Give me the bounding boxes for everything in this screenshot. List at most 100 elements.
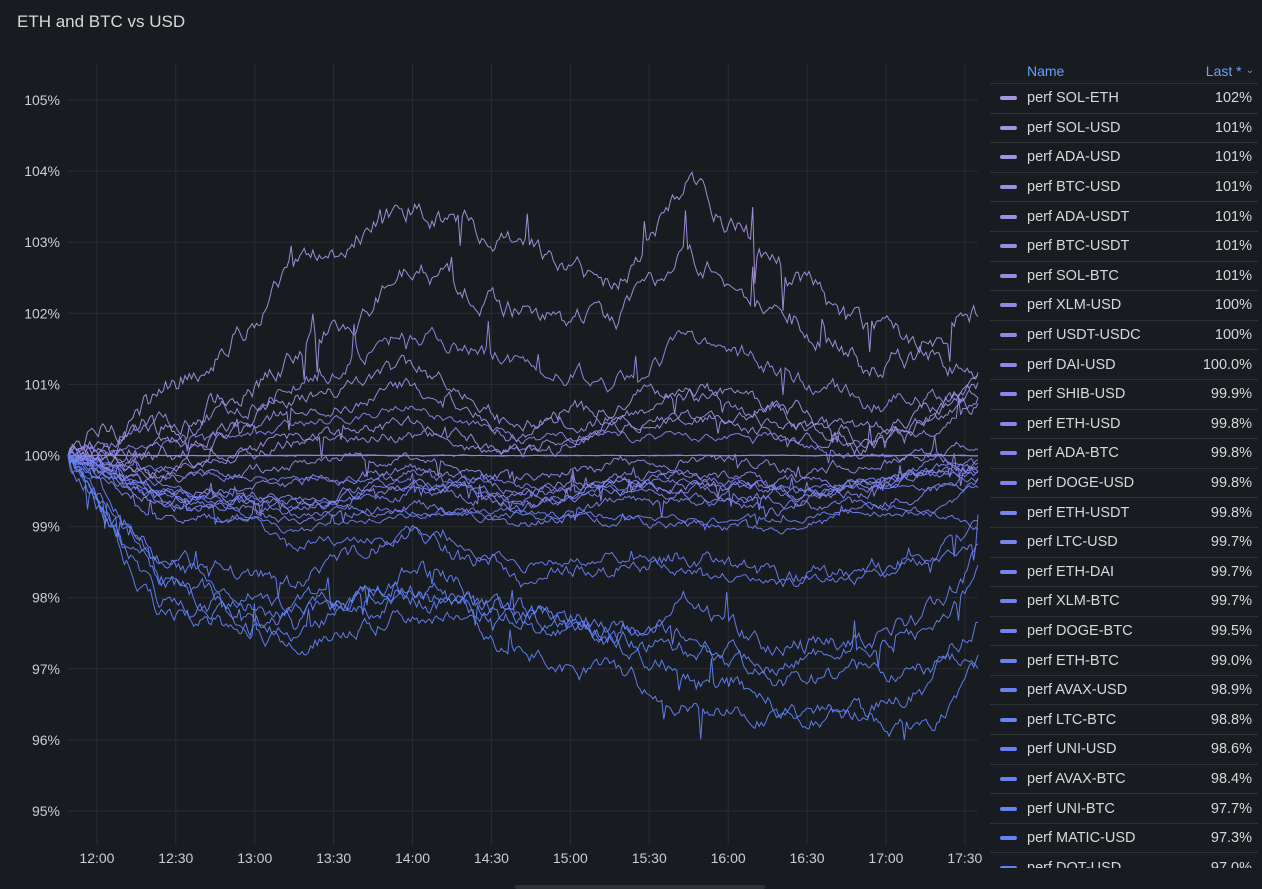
legend-series-name: perf SOL-ETH <box>1027 90 1119 107</box>
legend-row[interactable]: perf USDT-USDC 100% <box>990 321 1258 351</box>
legend-row[interactable]: perf SOL-ETH 102% <box>990 84 1258 114</box>
series-line[interactable] <box>67 452 979 511</box>
legend-series-name: perf ETH-BTC <box>1027 652 1119 669</box>
legend-row[interactable]: perf ADA-USD 101% <box>990 143 1258 173</box>
series-color-swatch <box>1000 865 1017 868</box>
legend-row[interactable]: perf DOT-USD 97.0% <box>990 853 1258 868</box>
legend-row[interactable]: perf ETH-DAI 99.7% <box>990 558 1258 588</box>
legend-series-last-value: 101% <box>1214 149 1252 166</box>
legend-table: Name Last * ⌄ perf SOL-ETH 102% perf SOL-U… <box>990 58 1258 868</box>
series-line[interactable] <box>67 455 979 657</box>
legend-series: perf XLM-BTC <box>1000 593 1120 609</box>
x-tick-label: 13:00 <box>237 850 272 866</box>
legend-series-name: perf ETH-USD <box>1027 415 1121 432</box>
legend-series-name: perf DOT-USD <box>1027 859 1122 868</box>
legend-series-name: perf SOL-BTC <box>1027 267 1119 284</box>
x-tick-label: 15:30 <box>632 850 667 866</box>
legend-row[interactable]: perf ADA-USDT 101% <box>990 202 1258 232</box>
series-line[interactable] <box>67 455 979 588</box>
legend-series-last-value: 101% <box>1214 119 1252 136</box>
series-line[interactable] <box>67 454 979 506</box>
legend-row[interactable]: perf UNI-USD 98.6% <box>990 735 1258 765</box>
horizontal-scrollbar[interactable] <box>515 885 765 889</box>
legend-series: perf ETH-USD <box>1000 416 1120 432</box>
line-chart[interactable]: 95% 96% 97% 98% 99% 100% 101% 102% 103% 104% 105% 1… <box>0 0 985 889</box>
series-line[interactable] <box>67 320 979 462</box>
legend-series: perf ADA-USDT <box>1000 209 1129 225</box>
legend-row[interactable]: perf AVAX-BTC 98.4% <box>990 765 1258 795</box>
legend-series: perf BTC-USDT <box>1000 238 1129 254</box>
legend-series: perf BTC-USD <box>1000 179 1120 195</box>
series-color-swatch <box>1000 303 1017 308</box>
legend-series: perf LTC-BTC <box>1000 712 1116 728</box>
legend-series-name: perf ETH-DAI <box>1027 563 1115 580</box>
legend-row[interactable]: perf AVAX-USD 98.9% <box>990 676 1258 706</box>
series-color-swatch <box>1000 421 1017 426</box>
legend-row[interactable]: perf XLM-BTC 99.7% <box>990 587 1258 617</box>
series-color-swatch <box>1000 333 1017 338</box>
series-color-swatch <box>1000 569 1017 574</box>
legend-series: perf XLM-USD <box>1000 297 1121 313</box>
legend-row[interactable]: perf MATIC-USD 97.3% <box>990 824 1258 854</box>
x-tick-label: 16:00 <box>711 850 746 866</box>
series-line[interactable] <box>67 452 979 511</box>
series-line[interactable] <box>67 435 979 484</box>
legend-series: perf AVAX-USD <box>1000 682 1127 698</box>
legend-row[interactable]: perf ETH-USDT 99.8% <box>990 498 1258 528</box>
legend-series-name: perf ETH-USDT <box>1027 504 1130 521</box>
legend-row[interactable]: perf DOGE-USD 99.8% <box>990 469 1258 499</box>
series-line[interactable] <box>67 375 979 480</box>
legend-row[interactable]: perf SOL-USD 101% <box>990 114 1258 144</box>
legend-series: perf SOL-ETH <box>1000 90 1119 106</box>
legend-series: perf AVAX-BTC <box>1000 771 1126 787</box>
series-color-swatch <box>1000 392 1017 397</box>
legend-row[interactable]: perf UNI-BTC 97.7% <box>990 794 1258 824</box>
series-color-swatch <box>1000 185 1017 190</box>
series-line[interactable] <box>67 455 979 740</box>
legend-row[interactable]: perf ETH-USD 99.8% <box>990 410 1258 440</box>
series-line[interactable] <box>67 455 979 677</box>
legend-sort-header[interactable]: Last * ⌄ <box>1206 63 1254 79</box>
legend-series: perf SHIB-USD <box>1000 386 1125 402</box>
legend-series-last-value: 99.7% <box>1210 534 1252 551</box>
legend-series-name: perf ADA-USDT <box>1027 208 1130 225</box>
x-tick-label: 13:30 <box>316 850 351 866</box>
legend-series-last-value: 99.7% <box>1210 563 1252 580</box>
series-line[interactable] <box>67 453 979 517</box>
legend-row[interactable]: perf LTC-BTC 98.8% <box>990 705 1258 736</box>
series-line[interactable] <box>67 405 979 472</box>
legend-series-last-value: 101% <box>1214 267 1252 284</box>
series-line[interactable] <box>67 210 979 467</box>
series-line[interactable] <box>67 397 979 480</box>
legend-row[interactable]: perf LTC-USD 99.7% <box>990 528 1258 558</box>
series-line[interactable] <box>67 171 979 456</box>
series-line[interactable] <box>67 454 979 457</box>
series-line[interactable] <box>67 455 979 599</box>
legend-series-last-value: 99.8% <box>1210 475 1252 492</box>
series-line[interactable] <box>67 455 979 513</box>
legend-row[interactable]: perf SHIB-USD 99.9% <box>990 380 1258 410</box>
legend-series: perf MATIC-USD <box>1000 830 1136 846</box>
legend-row[interactable]: perf ETH-BTC 99.0% <box>990 646 1258 676</box>
legend-row[interactable]: perf XLM-USD 100% <box>990 291 1258 321</box>
series-line[interactable] <box>67 455 979 535</box>
legend-row[interactable]: perf BTC-USD 101% <box>990 173 1258 203</box>
series-line[interactable] <box>67 454 979 740</box>
legend-row[interactable]: perf DAI-USD 100.0% <box>990 350 1258 380</box>
series-line[interactable] <box>67 454 979 528</box>
legend-series-last-value: 99.8% <box>1210 445 1252 462</box>
legend-row[interactable]: perf SOL-BTC 101% <box>990 262 1258 292</box>
series-color-swatch <box>1000 806 1017 811</box>
legend-row[interactable]: perf DOGE-BTC 99.5% <box>990 617 1258 647</box>
legend-series-last-value: 99.8% <box>1210 415 1252 432</box>
series-line[interactable] <box>67 354 979 462</box>
legend-name-header[interactable]: Name <box>1027 62 1065 79</box>
chart-axes: 95% 96% 97% 98% 99% 100% 101% 102% 103% 104% 105% 1… <box>24 92 982 866</box>
series-line[interactable] <box>67 454 979 534</box>
legend-series: perf SOL-BTC <box>1000 268 1119 284</box>
legend-series-last-value: 99.0% <box>1210 652 1252 669</box>
legend-series: perf ETH-USDT <box>1000 505 1129 521</box>
legend-series-name: perf DAI-USD <box>1027 356 1116 373</box>
legend-row[interactable]: perf ADA-BTC 99.8% <box>990 439 1258 469</box>
legend-row[interactable]: perf BTC-USDT 101% <box>990 232 1258 262</box>
